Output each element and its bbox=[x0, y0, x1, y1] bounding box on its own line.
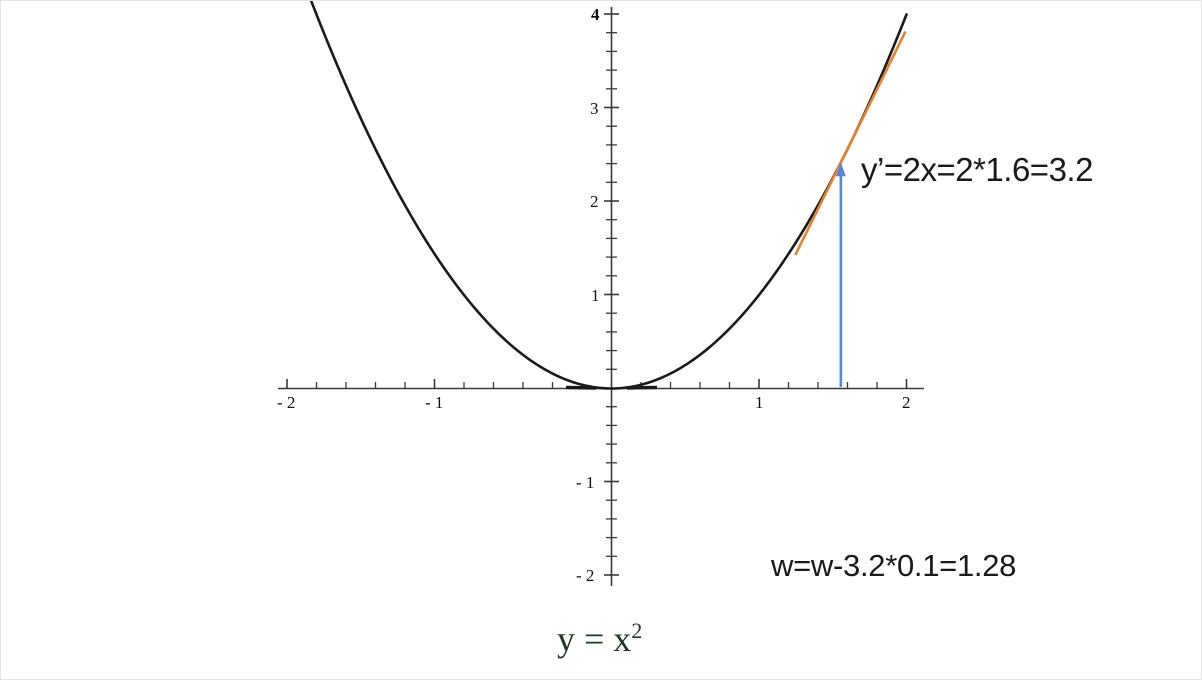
parabola-vertex-segment bbox=[565, 385, 597, 390]
y-tick-label-4: 4 bbox=[591, 5, 600, 24]
y-tick-label--2: - 2 bbox=[576, 566, 595, 585]
y-tick-label-2: 2 bbox=[590, 192, 599, 211]
x-tick-label-2: 2 bbox=[902, 393, 911, 412]
x-tick-label--2: - 2 bbox=[277, 393, 296, 412]
parabola-curve bbox=[309, 1, 908, 390]
y-tick-label-1: 1 bbox=[591, 286, 600, 305]
weight-update-annotation: w=w-3.2*0.1=1.28 bbox=[771, 548, 1017, 583]
axes-group bbox=[278, 7, 924, 586]
x-axis-minor-ticks bbox=[315, 382, 878, 388]
y-tick-label-3: 3 bbox=[590, 99, 599, 118]
tangent-line bbox=[794, 31, 907, 256]
function-caption: y = x2 bbox=[557, 618, 642, 660]
x-tick-label-1: 1 bbox=[755, 393, 764, 412]
x-tick-label--1: - 1 bbox=[425, 393, 444, 412]
parabola-vertex-segment-right bbox=[626, 385, 658, 390]
function-caption-base: y = x bbox=[557, 619, 632, 659]
derivative-annotation: y’=2x=2*1.6=3.2 bbox=[861, 151, 1093, 188]
y-axis-minor-ticks bbox=[606, 32, 617, 557]
x-axis-major-ticks bbox=[286, 379, 908, 389]
function-caption-exponent: 2 bbox=[631, 618, 643, 643]
y-tick-label--1: - 1 bbox=[576, 473, 595, 492]
arrow-head-icon bbox=[835, 162, 846, 177]
x-position-arrow bbox=[835, 162, 846, 387]
y-axis-major-ticks bbox=[604, 13, 619, 576]
